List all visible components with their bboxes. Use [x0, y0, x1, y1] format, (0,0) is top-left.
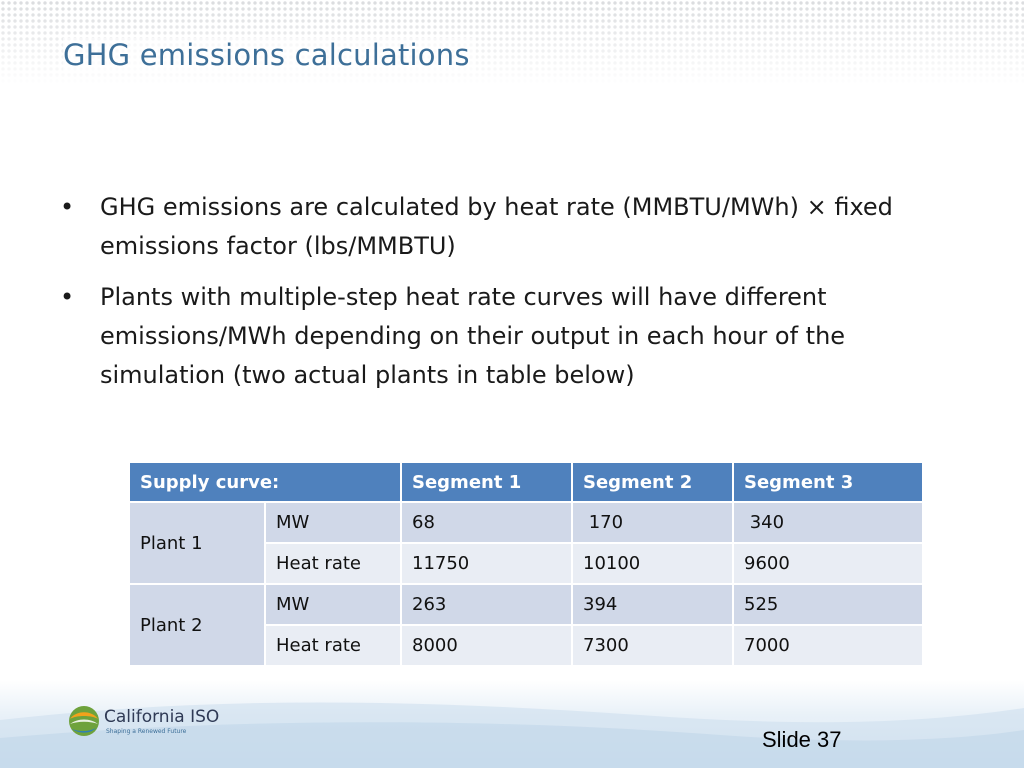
- table-row: Plant 2 MW 263 394 525: [128, 583, 924, 667]
- bullet-icon: •: [60, 193, 75, 221]
- value-cell: 8000: [400, 624, 573, 667]
- slide-number: Slide 37: [762, 727, 842, 752]
- plant-name-cell: Plant 2: [128, 583, 266, 667]
- value-cell: 170: [571, 501, 734, 544]
- value-cell: 68: [400, 501, 573, 544]
- value-cell: 263: [400, 583, 573, 626]
- header-cell-segment-2: Segment 2: [571, 461, 734, 503]
- table-row: Heat rate 11750 10100 9600: [129, 542, 924, 585]
- table-header-row: Supply curve: Segment 1 Segment 2 Segmen…: [128, 461, 924, 503]
- bullet-icon: •: [60, 283, 75, 311]
- value-cell: 525: [732, 583, 924, 626]
- bullet-list: • GHG emissions are calculated by heat r…: [60, 188, 960, 407]
- bullet-text: Plants with multiple-step heat rate curv…: [100, 283, 846, 389]
- logo-tagline: Shaping a Renewed Future: [106, 728, 187, 735]
- header-cell-supply-curve: Supply curve:: [128, 461, 402, 503]
- bullet-text: GHG emissions are calculated by heat rat…: [100, 193, 893, 260]
- plant-name-cell: Plant 1: [128, 501, 266, 585]
- value-cell: 7300: [571, 624, 734, 667]
- metric-cell: Heat rate: [264, 624, 402, 667]
- bullet-item: • Plants with multiple-step heat rate cu…: [60, 278, 960, 395]
- supply-curve-table: Supply curve: Segment 1 Segment 2 Segmen…: [128, 461, 924, 667]
- value-cell: 11750: [400, 542, 573, 585]
- value-cell: 9600: [732, 542, 924, 585]
- metric-cell: MW: [264, 583, 402, 626]
- value-cell: 10100: [571, 542, 734, 585]
- table-row: Plant 1 MW 68 170 340: [128, 501, 924, 585]
- value-cell: 340: [732, 501, 924, 544]
- metric-cell: MW: [264, 501, 402, 544]
- slide-title: GHG emissions calculations: [63, 38, 476, 72]
- bullet-item: • GHG emissions are calculated by heat r…: [60, 188, 960, 266]
- metric-cell: Heat rate: [264, 542, 402, 585]
- value-cell: 7000: [732, 624, 924, 667]
- header-cell-segment-1: Segment 1: [400, 461, 573, 503]
- value-cell: 394: [571, 583, 734, 626]
- header-cell-segment-3: Segment 3: [732, 461, 924, 503]
- logo-wordmark: California ISO: [104, 707, 220, 727]
- footer-wave-decoration: [0, 702, 1024, 768]
- california-iso-logo-icon: [69, 706, 99, 736]
- table-row: Heat rate 8000 7300 7000: [129, 624, 924, 667]
